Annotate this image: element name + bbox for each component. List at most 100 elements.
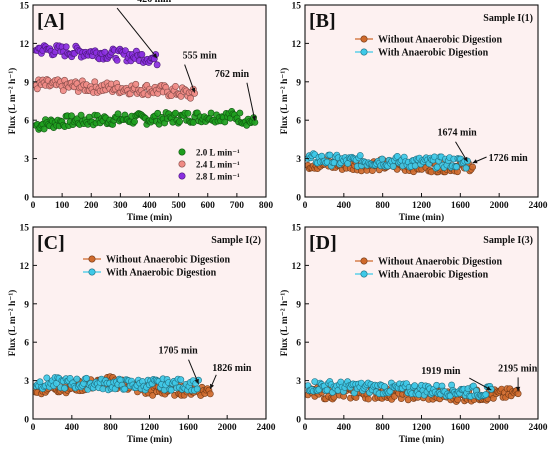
annotation-label: 1826 min bbox=[212, 363, 252, 374]
y-tick-label: 6 bbox=[24, 339, 29, 349]
annotation-arrow bbox=[246, 82, 256, 121]
x-tick-label: 1600 bbox=[451, 423, 470, 433]
x-axis-title: Time (min) bbox=[127, 212, 172, 223]
legend-marker bbox=[360, 35, 368, 43]
annotation-arrowhead bbox=[251, 115, 257, 121]
annotation-arrow bbox=[116, 7, 158, 59]
data-point bbox=[131, 118, 138, 125]
annotation-arrowhead bbox=[152, 53, 158, 59]
data-point bbox=[453, 163, 460, 171]
annotation-arrow bbox=[184, 64, 196, 93]
y-tick-label: 3 bbox=[24, 155, 29, 165]
data-point bbox=[404, 396, 412, 404]
legend-marker bbox=[360, 270, 368, 278]
legend: Without Anaerobic Digestion With Anaerobi… bbox=[83, 255, 231, 279]
y-tick-label: 6 bbox=[24, 117, 29, 127]
annotation: 2195 min bbox=[498, 363, 538, 392]
legend-marker bbox=[88, 268, 96, 276]
data-point bbox=[236, 109, 244, 117]
data-point bbox=[187, 94, 194, 102]
y-tick-label: 0 bbox=[24, 194, 29, 204]
x-tick-label: 1200 bbox=[412, 423, 431, 433]
x-tick-label: 1600 bbox=[451, 201, 470, 211]
y-tick-label: 15 bbox=[20, 2, 30, 12]
data-point bbox=[122, 47, 129, 54]
data-point bbox=[154, 109, 162, 117]
data-point bbox=[176, 118, 183, 125]
panel-a: 0 100 200 300 400 500 600 700 800 0 3 6 9 12 15 Time (m… bbox=[7, 0, 273, 223]
legend-entry: Without Anaerobic Digestion bbox=[378, 257, 503, 268]
x-tick-label: 0 bbox=[303, 423, 308, 433]
x-tick-label: 2400 bbox=[257, 423, 276, 433]
panel-c: 0 400 800 1200 1600 2000 2400 0 3 6 9 12 15 Time (min… bbox=[7, 224, 276, 446]
data-point bbox=[114, 110, 122, 118]
data-point bbox=[364, 395, 372, 403]
annotation: 1705 min bbox=[159, 346, 199, 384]
annotation-arrowhead bbox=[194, 378, 199, 384]
data-point bbox=[193, 385, 201, 393]
annotation-arrowhead bbox=[515, 386, 521, 392]
legend-entry: Without Anaerobic Digestion bbox=[378, 35, 503, 46]
y-axis-title: Flux (L m⁻² h⁻¹) bbox=[279, 68, 290, 135]
legend-entry: Without Anaerobic Digestion bbox=[106, 255, 231, 266]
legend-entry: 2.4 L min⁻¹ bbox=[196, 160, 240, 170]
data-point bbox=[62, 43, 70, 51]
data-point bbox=[138, 51, 146, 58]
legend-marker bbox=[360, 257, 368, 265]
sample-label: Sample I(2) bbox=[211, 235, 261, 246]
y-tick-label: 12 bbox=[20, 262, 30, 272]
data-point bbox=[33, 85, 41, 93]
legend-entry: 2.8 L min⁻¹ bbox=[196, 172, 240, 182]
data-point bbox=[40, 125, 48, 133]
legend: Without Anaerobic Digestion With Anaerobi… bbox=[355, 257, 503, 281]
y-tick-label: 0 bbox=[24, 416, 29, 426]
legend-entry: With Anaerobic Digestion bbox=[106, 268, 217, 279]
x-tick-label: 600 bbox=[201, 201, 216, 211]
legend-entry: 2.0 L min⁻¹ bbox=[196, 148, 240, 158]
annotation: 426 min bbox=[116, 0, 172, 59]
series-b-1 bbox=[304, 150, 471, 172]
sample-label: Sample I(3) bbox=[483, 235, 533, 246]
data-point bbox=[356, 152, 364, 159]
x-tick-label: 500 bbox=[172, 201, 187, 211]
y-tick-label: 6 bbox=[296, 339, 301, 349]
annotation: 1674 min bbox=[438, 128, 477, 162]
x-tick-label: 2000 bbox=[490, 201, 509, 211]
legend-entry: With Anaerobic Digestion bbox=[378, 48, 489, 59]
x-axis-title: Time (min) bbox=[399, 212, 444, 223]
series-d-1 bbox=[304, 378, 495, 401]
y-tick-label: 0 bbox=[296, 416, 301, 426]
y-tick-label: 15 bbox=[20, 224, 30, 234]
annotation-label: 762 min bbox=[215, 69, 250, 80]
y-tick-label: 3 bbox=[296, 377, 301, 387]
y-axis-title: Flux (L m⁻² h⁻¹) bbox=[7, 68, 18, 135]
x-tick-label: 400 bbox=[337, 423, 352, 433]
x-tick-label: 0 bbox=[31, 423, 36, 433]
data-point bbox=[177, 376, 185, 384]
x-tick-label: 2400 bbox=[529, 201, 548, 211]
annotation-arrowhead bbox=[210, 383, 214, 389]
annotation: 555 min bbox=[183, 51, 217, 93]
series-a-2 bbox=[32, 42, 161, 69]
x-tick-label: 1200 bbox=[412, 201, 431, 211]
x-tick-label: 0 bbox=[303, 201, 308, 211]
y-tick-label: 12 bbox=[20, 40, 30, 50]
x-axis-title: Time (min) bbox=[127, 434, 172, 445]
y-tick-label: 9 bbox=[296, 300, 301, 310]
x-tick-label: 1200 bbox=[140, 423, 159, 433]
x-tick-label: 800 bbox=[259, 201, 274, 211]
annotation-label: 2195 min bbox=[498, 363, 538, 374]
x-tick-label: 300 bbox=[113, 201, 128, 211]
panel-b: 0 400 800 1200 1600 2000 2400 0 3 6 9 12 15 Time (min… bbox=[279, 2, 548, 224]
y-tick-label: 3 bbox=[296, 155, 301, 165]
y-tick-label: 0 bbox=[296, 194, 301, 204]
x-tick-label: 100 bbox=[55, 201, 70, 211]
data-point bbox=[83, 374, 90, 382]
legend-marker bbox=[178, 148, 186, 156]
data-point bbox=[514, 390, 522, 398]
y-tick-label: 3 bbox=[24, 377, 29, 387]
legend-marker bbox=[178, 172, 186, 180]
sample-label: Sample I(1) bbox=[483, 13, 533, 24]
panel-letter: [B] bbox=[309, 10, 336, 32]
y-tick-label: 9 bbox=[24, 300, 29, 310]
